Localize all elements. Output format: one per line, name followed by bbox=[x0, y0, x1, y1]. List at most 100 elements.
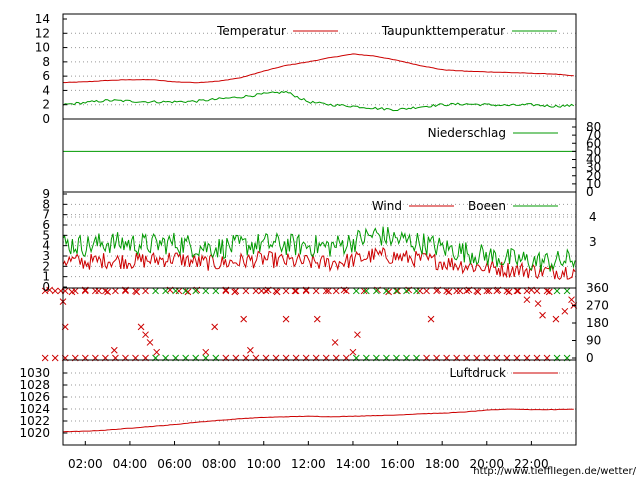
wind_direction-point bbox=[563, 287, 571, 295]
x-tick-label: 08:00 bbox=[202, 457, 237, 471]
temperature-legend-label: Taupunkttemperatur bbox=[381, 24, 505, 38]
wind_direction-y-tick-label: 0 bbox=[586, 351, 594, 365]
precipitation-y-tick-label: 60 bbox=[586, 136, 601, 150]
pressure-y-tick-label: 1020 bbox=[19, 426, 50, 440]
temperature-y-tick-label: 12 bbox=[35, 26, 50, 40]
panel-frames bbox=[62, 13, 577, 446]
wind_direction-point bbox=[112, 287, 119, 295]
credit-text: http://www.tiefflIegen.de/wetter/ bbox=[473, 466, 636, 477]
precipitation-y-tick-label: 20 bbox=[586, 169, 601, 183]
wind_direction-point bbox=[514, 287, 522, 295]
data-series bbox=[41, 30, 578, 433]
x-tick-label: 02:00 bbox=[68, 457, 103, 471]
wind_direction-point bbox=[51, 354, 59, 362]
wind_direction-point bbox=[142, 287, 149, 295]
precipitation-y-tick-label: 70 bbox=[586, 128, 601, 142]
wind_direction-point bbox=[568, 296, 575, 304]
wind_direction-point bbox=[505, 288, 513, 296]
wind_direction-point bbox=[533, 287, 541, 295]
wind_direction-y-tick-label: 180 bbox=[586, 316, 609, 330]
temperature-series-line bbox=[62, 90, 575, 112]
wind_direction-point bbox=[41, 354, 49, 362]
pressure-y-tick-label: 1022 bbox=[19, 414, 50, 428]
x-tick-label: 18:00 bbox=[425, 457, 460, 471]
wind_direction-y-tick-label: 90 bbox=[586, 334, 601, 348]
x-tick-label: 22:00 bbox=[514, 457, 549, 471]
x-tick-label: 10:00 bbox=[246, 457, 281, 471]
wind_direction-point bbox=[152, 287, 159, 295]
pressure-y-tick-label: 1026 bbox=[19, 390, 50, 404]
wind_direction-point bbox=[416, 287, 424, 295]
temperature-y-tick-label: 2 bbox=[42, 98, 50, 112]
wind_direction-point bbox=[423, 287, 430, 295]
wind_direction-point bbox=[427, 315, 435, 323]
x-tick-label: 06:00 bbox=[157, 457, 192, 471]
wind_direction-point bbox=[184, 288, 192, 296]
temperature-y-tick-label: 8 bbox=[42, 55, 50, 69]
wind_direction-point bbox=[175, 287, 183, 295]
wind_direction-point bbox=[443, 287, 450, 295]
wind_direction-point bbox=[473, 287, 481, 295]
wind_direction-point bbox=[91, 287, 99, 295]
wind_direction-point bbox=[202, 287, 210, 295]
wind-y-tick-label: 4 bbox=[42, 239, 50, 253]
wind_direction-point bbox=[272, 287, 280, 295]
wind_direction-point bbox=[192, 287, 200, 295]
wind_direction-point bbox=[247, 346, 254, 354]
wind_direction-point bbox=[312, 287, 320, 295]
wind_direction-point bbox=[523, 287, 531, 295]
precipitation-y-tick-label: 40 bbox=[586, 153, 601, 167]
wind_direction-point bbox=[102, 287, 109, 295]
precipitation-y-tick-label: 10 bbox=[586, 177, 601, 191]
wind_direction-point bbox=[292, 287, 300, 295]
temperature-legend-label: Temperatur bbox=[216, 24, 286, 38]
wind-y-tick-label: 7 bbox=[42, 208, 50, 222]
wind_direction-point bbox=[262, 287, 270, 295]
wind_direction-point bbox=[534, 300, 542, 307]
wind-y-tick-label: 8 bbox=[42, 197, 50, 211]
wind_direction-point bbox=[331, 339, 339, 346]
wind_direction-point bbox=[394, 287, 401, 295]
wind-y-tick-label: 9 bbox=[42, 187, 50, 201]
pressure-series-line bbox=[62, 408, 574, 433]
wind_direction-point bbox=[282, 315, 290, 323]
wind_direction-point bbox=[81, 287, 89, 295]
wind_direction-point bbox=[493, 287, 501, 295]
wind_direction-point bbox=[146, 339, 154, 346]
wind_direction-point bbox=[385, 288, 392, 296]
wind_direction-point bbox=[51, 287, 59, 295]
wind_direction-point bbox=[242, 287, 250, 295]
wind_direction-point bbox=[503, 287, 511, 295]
wind_direction-point bbox=[122, 287, 129, 295]
wind_direction-point bbox=[552, 315, 560, 323]
wind-y-tick-label: 5 bbox=[42, 228, 50, 242]
wind_direction-point bbox=[282, 287, 290, 295]
wind_direction-y-tick-label: 360 bbox=[586, 281, 609, 295]
wind_direction-point bbox=[104, 288, 111, 296]
wind_direction-point bbox=[132, 287, 139, 295]
wind_direction-point bbox=[95, 287, 103, 295]
wind-series-line bbox=[62, 247, 576, 281]
wind_direction-point bbox=[362, 287, 370, 295]
precipitation-y-tick-label: 0 bbox=[586, 185, 594, 199]
wind-y-tick-label: 1 bbox=[42, 270, 50, 284]
wind-y-tick-label: 2 bbox=[42, 259, 50, 273]
wind_direction-point bbox=[202, 348, 210, 356]
wind_direction-point bbox=[212, 287, 220, 295]
wind_direction-point bbox=[291, 287, 299, 295]
x-tick-label: 16:00 bbox=[380, 457, 415, 471]
wind_direction-point bbox=[545, 288, 553, 296]
wind_direction-point bbox=[523, 296, 531, 304]
temperature-y-tick-label: 4 bbox=[42, 83, 50, 97]
wind_direction-point bbox=[456, 287, 464, 295]
wind_direction-point bbox=[162, 287, 169, 295]
pressure-frame bbox=[62, 359, 577, 446]
wind-legend-label: Boeen bbox=[468, 199, 506, 213]
wind_direction-point bbox=[222, 287, 230, 295]
precipitation-y-tick-label: 80 bbox=[586, 120, 601, 134]
wind_direction-point bbox=[349, 348, 357, 356]
wind_direction-point bbox=[383, 287, 390, 295]
wind_direction-point bbox=[71, 287, 79, 295]
